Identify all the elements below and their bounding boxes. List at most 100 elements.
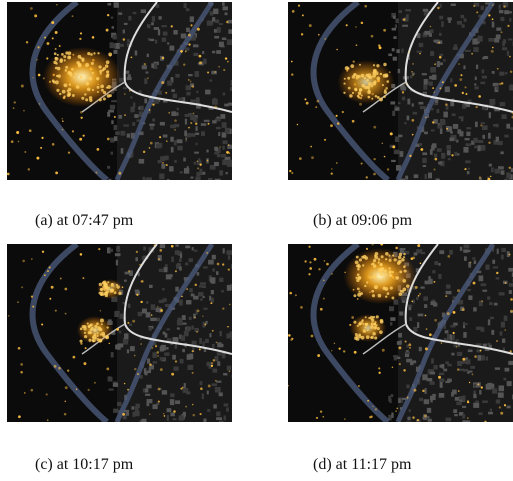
building bbox=[158, 16, 162, 20]
building bbox=[443, 59, 446, 62]
building bbox=[405, 350, 409, 353]
spark bbox=[372, 274, 377, 279]
building bbox=[439, 381, 443, 388]
light-dot bbox=[83, 362, 87, 366]
spark bbox=[89, 328, 93, 332]
spark bbox=[96, 76, 100, 81]
light-dot bbox=[464, 167, 467, 171]
spark bbox=[358, 258, 362, 262]
spark bbox=[349, 94, 353, 98]
building bbox=[452, 389, 457, 395]
light-dot bbox=[206, 252, 209, 254]
light-dot bbox=[228, 303, 231, 306]
building bbox=[461, 360, 468, 364]
light-dot bbox=[185, 405, 188, 408]
light-dot bbox=[496, 67, 499, 70]
river bbox=[395, 244, 496, 422]
building bbox=[175, 264, 182, 269]
light-dot bbox=[64, 386, 68, 390]
building bbox=[417, 313, 424, 317]
building bbox=[113, 408, 119, 413]
building bbox=[222, 159, 228, 165]
building bbox=[402, 24, 409, 27]
spark bbox=[98, 98, 102, 102]
light-dot bbox=[171, 372, 175, 376]
building bbox=[457, 129, 462, 134]
spark bbox=[385, 87, 388, 90]
building bbox=[506, 405, 511, 409]
light-dot bbox=[191, 350, 194, 353]
building bbox=[159, 121, 165, 126]
light-dot bbox=[58, 366, 61, 370]
spark bbox=[85, 82, 90, 86]
spark bbox=[376, 76, 381, 81]
building bbox=[201, 285, 207, 288]
building bbox=[392, 56, 397, 61]
spark bbox=[379, 268, 384, 273]
building bbox=[114, 310, 120, 314]
building bbox=[492, 259, 496, 264]
building bbox=[495, 34, 501, 40]
building bbox=[477, 145, 481, 152]
spark bbox=[357, 267, 360, 271]
building bbox=[134, 114, 139, 118]
building bbox=[126, 76, 132, 81]
light-dot bbox=[61, 117, 64, 120]
building bbox=[230, 79, 232, 86]
spark bbox=[99, 72, 102, 75]
building bbox=[166, 338, 172, 344]
spark bbox=[372, 262, 375, 265]
spark bbox=[102, 90, 107, 95]
building bbox=[112, 34, 117, 40]
building bbox=[131, 406, 135, 410]
light-dot bbox=[210, 364, 214, 367]
light-dot bbox=[46, 42, 50, 45]
building bbox=[450, 325, 456, 328]
building bbox=[503, 315, 508, 321]
light-dot bbox=[91, 36, 95, 39]
light-dot bbox=[419, 52, 421, 55]
light-dot bbox=[160, 309, 164, 312]
building bbox=[229, 331, 232, 338]
building bbox=[113, 2, 119, 8]
spark bbox=[116, 285, 120, 289]
building bbox=[476, 270, 482, 274]
light-dot bbox=[192, 112, 195, 115]
building bbox=[122, 301, 127, 305]
spark bbox=[358, 63, 361, 66]
building bbox=[216, 352, 222, 356]
river bbox=[29, 2, 109, 180]
building bbox=[130, 96, 133, 99]
spark bbox=[68, 56, 71, 59]
spark bbox=[384, 73, 389, 78]
spark bbox=[370, 322, 375, 326]
building bbox=[411, 103, 414, 107]
light-dot bbox=[27, 168, 30, 171]
spark bbox=[357, 91, 362, 95]
building bbox=[463, 323, 468, 326]
building bbox=[480, 283, 487, 287]
building bbox=[111, 43, 116, 49]
building bbox=[215, 126, 221, 130]
light-dot bbox=[434, 318, 438, 322]
spark bbox=[366, 78, 369, 82]
building bbox=[416, 249, 423, 254]
building bbox=[162, 31, 168, 36]
building bbox=[419, 397, 424, 402]
building bbox=[438, 393, 445, 398]
building bbox=[138, 111, 144, 118]
light-dot bbox=[157, 387, 161, 391]
spark bbox=[356, 278, 360, 283]
spark bbox=[106, 286, 110, 291]
building bbox=[210, 297, 214, 303]
spark bbox=[67, 51, 72, 56]
building bbox=[418, 42, 424, 48]
light-dot bbox=[142, 150, 146, 154]
light-dot bbox=[474, 355, 477, 358]
light-dot bbox=[323, 279, 325, 282]
building bbox=[132, 11, 137, 15]
spark bbox=[376, 96, 380, 99]
building bbox=[510, 127, 513, 130]
light-dot bbox=[344, 418, 346, 420]
building bbox=[153, 27, 160, 30]
